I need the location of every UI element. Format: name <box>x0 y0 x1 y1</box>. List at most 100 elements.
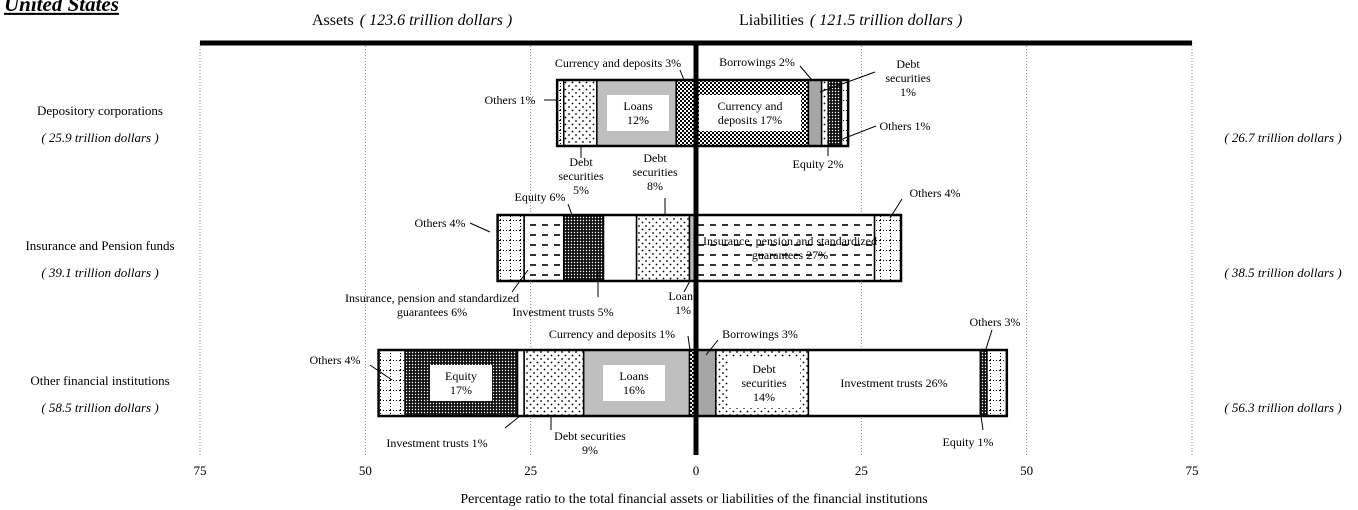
x-tick-label: 0 <box>693 463 700 478</box>
segment-name: Loans <box>668 289 698 303</box>
x-tick-label: 25 <box>855 463 868 478</box>
segment-label: Currency and deposits 17% <box>699 95 801 131</box>
segment-value-label: 17% <box>450 383 472 397</box>
segment-name: Debt securities <box>741 362 787 390</box>
segment-label: Equity 17% <box>430 365 492 401</box>
segment-label: Others 4% <box>900 186 970 200</box>
segment-label: Insurance, pension and standardized guar… <box>327 291 537 319</box>
bar-segment <box>562 214 605 282</box>
bar-segment <box>986 349 1008 417</box>
segment-name: Investment trusts <box>512 305 595 319</box>
segment-name: Others <box>909 186 942 200</box>
segment-value-label: 2% <box>778 55 795 69</box>
liabilities-header-total: ( 121.5 trillion dollars ) <box>810 12 962 29</box>
segment-name: Equity <box>514 190 547 204</box>
segment-value-label: 1% <box>471 436 488 450</box>
assets-header-total: ( 123.6 trillion dollars ) <box>360 12 512 29</box>
leader-line <box>687 335 691 351</box>
x-tick-label: 25 <box>524 463 537 478</box>
leader-line <box>705 339 719 356</box>
segment-name: Equity <box>445 369 477 383</box>
segment-name: Investment trusts <box>386 436 469 450</box>
segment-value-label: 6% <box>549 190 566 204</box>
segment-value-label: 8% <box>647 179 663 193</box>
segment-label: Loans 12% <box>607 95 669 131</box>
segment-value-label: 1% <box>977 435 994 449</box>
segment-name: Equity <box>792 157 825 171</box>
segment-value-label: 4% <box>944 186 961 200</box>
segment-label: Others 1% <box>870 119 940 133</box>
segment-name: Loans <box>619 369 649 383</box>
segment-label: Others 4% <box>405 216 475 230</box>
segment-value-label: 17% <box>760 113 783 127</box>
segment-name: Others <box>484 93 517 107</box>
segment-name: Currency and deposits <box>717 99 783 127</box>
segment-label: Currency and deposits 3% <box>538 56 698 70</box>
bar-segment <box>496 214 525 282</box>
segment-label: Insurance, pension and standardized guar… <box>700 234 880 262</box>
segment-name: Insurance, pension and standardized guar… <box>703 234 877 262</box>
segment-value-label: 4% <box>344 353 361 367</box>
bar-segment <box>602 214 638 282</box>
leader-line <box>980 415 984 431</box>
segment-label: Others 1% <box>475 93 545 107</box>
segment-name: Currency and deposits <box>548 327 657 341</box>
segment-label: Equity 6% <box>505 190 575 204</box>
leader-line <box>984 329 993 353</box>
row-name: Other financial institutions <box>30 373 169 388</box>
row-assets-total: ( 25.9 trillion dollars ) <box>41 130 158 145</box>
row-assets-total: ( 58.5 trillion dollars ) <box>41 400 158 415</box>
bar-segment <box>635 214 691 282</box>
segment-label: Others 3% <box>960 315 1030 329</box>
bar-segment <box>827 79 843 147</box>
row-liabilities-total: ( 56.3 trillion dollars ) <box>1224 400 1341 415</box>
x-axis-label: Percentage ratio to the total financial … <box>460 492 927 507</box>
segment-value-label: 16% <box>623 383 645 397</box>
liabilities-header-name: Liabilities <box>739 12 804 29</box>
leader-line <box>369 364 393 381</box>
segment-label: Loans 16% <box>603 365 665 401</box>
segment-label: Debt securities 9% <box>545 429 635 457</box>
segment-label: Debt securities 1% <box>878 57 938 99</box>
segment-name: Insurance, pension and standardized guar… <box>345 291 519 319</box>
segment-name: Others <box>879 119 912 133</box>
segment-label: Loans 1% <box>663 289 703 317</box>
segment-name: Others <box>309 353 342 367</box>
segment-value-label: 5% <box>597 305 614 319</box>
segment-label: Debt securities 14% <box>728 358 800 408</box>
segment-name: Debt securities <box>558 155 604 183</box>
segment-value-label: 27% <box>806 248 829 262</box>
leader-line <box>567 203 573 216</box>
segment-name: Borrowings <box>722 327 779 341</box>
bar-segment <box>523 349 585 417</box>
row-assets-total: ( 39.1 trillion dollars ) <box>41 265 158 280</box>
segment-label: Investment trusts 1% <box>382 436 492 450</box>
x-tick-label: 75 <box>194 463 207 478</box>
leader-line <box>799 65 813 81</box>
segment-name: Debt securities <box>885 57 931 85</box>
segment-label: Currency and deposits 1% <box>527 327 697 341</box>
segment-value-label: 14% <box>753 390 775 404</box>
segment-label: Equity 2% <box>788 157 848 171</box>
leader-line <box>679 69 685 81</box>
segment-value-label: 3% <box>665 56 682 70</box>
segment-name: Borrowings <box>719 55 776 69</box>
bar-segment <box>516 349 525 417</box>
leader-line <box>469 222 491 233</box>
x-tick-label: 50 <box>359 463 372 478</box>
row-liabilities-total: ( 38.5 trillion dollars ) <box>1224 265 1341 280</box>
segment-value-label: 6% <box>451 305 468 319</box>
segment-name: Equity <box>942 435 975 449</box>
leader-line <box>683 280 691 293</box>
segment-label: Investment trusts 5% <box>503 305 623 319</box>
bar-segment <box>807 79 823 147</box>
bar-segment <box>695 349 717 417</box>
bar-segment <box>523 214 565 282</box>
segment-label: Investment trusts 26% <box>834 376 954 390</box>
x-tick-label: 50 <box>1020 463 1033 478</box>
assets-header-name: Assets <box>312 12 354 29</box>
segment-value-label: 1% <box>914 119 931 133</box>
segment-name: Debt securities <box>554 429 626 443</box>
